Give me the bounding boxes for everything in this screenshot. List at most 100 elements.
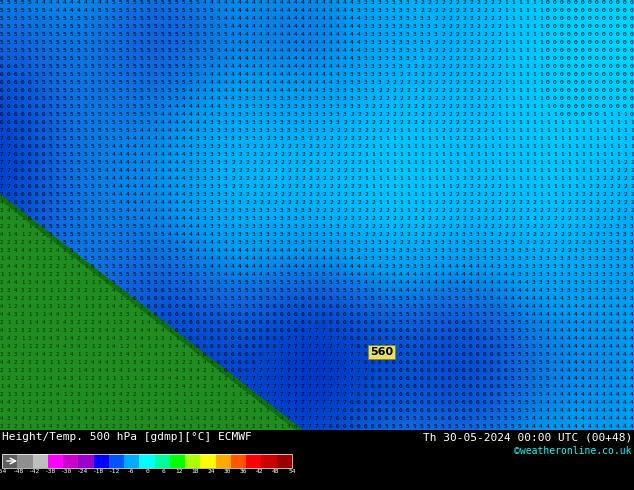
Text: 5: 5 — [77, 200, 81, 205]
Text: 5: 5 — [406, 304, 410, 309]
Text: 3: 3 — [371, 16, 375, 21]
Text: 2: 2 — [329, 168, 333, 173]
Text: 1: 1 — [602, 112, 605, 117]
Text: 3: 3 — [455, 248, 459, 253]
Text: 5: 5 — [63, 64, 67, 69]
Text: 5: 5 — [84, 136, 87, 141]
Text: 6: 6 — [210, 336, 214, 341]
Text: 2: 2 — [434, 40, 437, 45]
Text: 5: 5 — [196, 296, 200, 301]
Text: 2: 2 — [560, 216, 564, 221]
Text: 3: 3 — [42, 360, 45, 365]
Text: 4: 4 — [455, 272, 459, 277]
Text: 6: 6 — [427, 352, 430, 357]
Text: 3: 3 — [301, 96, 305, 101]
Text: 3: 3 — [42, 264, 45, 269]
Text: 5: 5 — [21, 0, 25, 5]
Text: 5: 5 — [63, 56, 67, 61]
Text: 4: 4 — [623, 312, 627, 317]
Text: 4: 4 — [399, 272, 403, 277]
Text: 1: 1 — [497, 152, 501, 157]
Text: 1: 1 — [511, 168, 515, 173]
Text: 4: 4 — [616, 392, 620, 397]
Text: 7: 7 — [329, 368, 333, 373]
Text: 5: 5 — [413, 296, 417, 301]
Text: 6: 6 — [196, 336, 200, 341]
Text: 1: 1 — [434, 136, 437, 141]
Text: 4: 4 — [182, 216, 186, 221]
Text: 3: 3 — [168, 352, 171, 357]
Text: 3: 3 — [63, 368, 66, 373]
Text: 4: 4 — [476, 280, 480, 285]
Text: 4: 4 — [217, 248, 221, 253]
Text: 0: 0 — [588, 40, 592, 45]
Text: 2: 2 — [392, 104, 396, 109]
Text: 5: 5 — [497, 424, 501, 429]
Text: 3: 3 — [371, 24, 375, 29]
Text: 5: 5 — [63, 120, 67, 125]
Text: 5: 5 — [140, 16, 144, 21]
Text: 5: 5 — [63, 104, 67, 109]
Text: 0: 0 — [567, 80, 571, 85]
Text: 7: 7 — [343, 352, 347, 357]
Text: 6: 6 — [455, 368, 459, 373]
Text: 2: 2 — [455, 8, 459, 13]
Text: 6: 6 — [371, 328, 375, 333]
Text: 3: 3 — [308, 216, 312, 221]
Text: 5: 5 — [203, 264, 207, 269]
Text: 5: 5 — [70, 168, 74, 173]
Text: 3: 3 — [84, 272, 87, 277]
Text: 4: 4 — [42, 352, 45, 357]
Text: 7: 7 — [287, 416, 291, 421]
Text: 5: 5 — [77, 160, 81, 165]
Text: 4: 4 — [539, 416, 543, 421]
Text: 5: 5 — [322, 272, 326, 277]
Text: 4: 4 — [126, 136, 130, 141]
Text: 5: 5 — [77, 208, 81, 213]
Text: 2: 2 — [532, 232, 536, 237]
Text: 3: 3 — [0, 288, 3, 293]
Text: 5: 5 — [0, 24, 4, 29]
Text: 7: 7 — [350, 392, 354, 397]
Text: 2: 2 — [98, 352, 101, 357]
Text: 1: 1 — [231, 376, 234, 381]
Text: 2: 2 — [490, 176, 494, 181]
Text: 5: 5 — [105, 232, 109, 237]
Text: 5: 5 — [196, 0, 200, 5]
Text: 5: 5 — [224, 304, 228, 309]
Text: 5: 5 — [70, 224, 74, 229]
Text: 2: 2 — [462, 120, 466, 125]
Text: 6: 6 — [434, 400, 437, 405]
Text: 3: 3 — [581, 272, 585, 277]
Text: 3: 3 — [259, 240, 262, 245]
Text: 4: 4 — [588, 352, 592, 357]
Text: 3: 3 — [294, 216, 298, 221]
Text: 3: 3 — [441, 248, 444, 253]
Text: 7: 7 — [252, 384, 256, 389]
Text: 1: 1 — [525, 176, 529, 181]
Text: 5: 5 — [217, 288, 221, 293]
Text: 3: 3 — [42, 288, 45, 293]
Text: 0: 0 — [609, 0, 612, 5]
Text: 4: 4 — [588, 360, 592, 365]
Text: 0: 0 — [574, 80, 578, 85]
Text: 2: 2 — [441, 40, 444, 45]
Text: 6: 6 — [427, 328, 430, 333]
Text: 4: 4 — [308, 40, 312, 45]
Text: 5: 5 — [7, 40, 11, 45]
Text: 6: 6 — [35, 128, 39, 133]
Text: 6: 6 — [441, 392, 444, 397]
Text: 2: 2 — [448, 192, 452, 197]
Text: 5: 5 — [126, 64, 130, 69]
Text: 3: 3 — [609, 272, 612, 277]
Text: 3: 3 — [119, 312, 122, 317]
Text: 5: 5 — [49, 112, 53, 117]
Text: 1: 1 — [406, 208, 410, 213]
Text: 3: 3 — [322, 120, 326, 125]
Text: 4: 4 — [441, 280, 444, 285]
Text: 4: 4 — [231, 0, 235, 5]
Text: 3: 3 — [238, 96, 242, 101]
Text: 3: 3 — [567, 264, 571, 269]
Text: 3: 3 — [203, 144, 207, 149]
Text: 2: 2 — [539, 232, 543, 237]
